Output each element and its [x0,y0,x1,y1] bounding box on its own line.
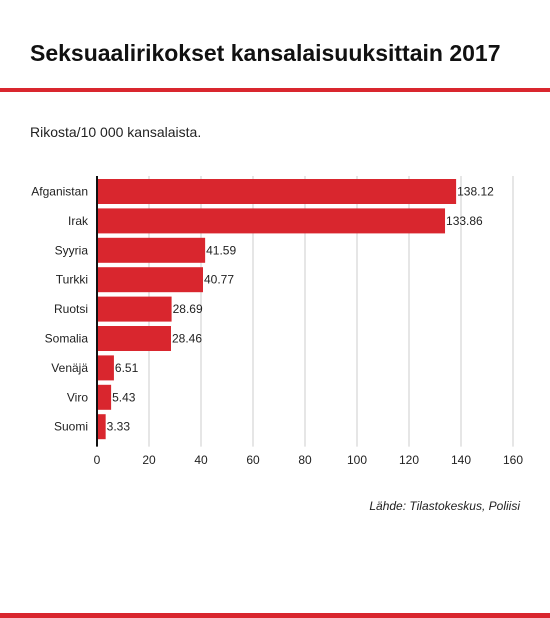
labels: 0 20 40 60 80 100 120 140 160 Afganistan 138.12 Ira… [31,185,523,468]
value-label: 138.12 [457,185,494,199]
bar [97,326,171,351]
category-label: Turkki [56,273,88,287]
category-label: Venäjä [51,361,88,375]
header-divider [0,88,550,92]
value-label: 28.69 [173,302,203,316]
x-tick-label: 80 [298,453,312,467]
x-tick-label: 40 [194,453,208,467]
x-tick-label: 140 [451,453,471,467]
x-tick-label: 100 [347,453,367,467]
x-tick-label: 120 [399,453,419,467]
bar [97,296,172,322]
x-tick-label: 0 [94,453,101,467]
category-label: Suomi [54,420,88,434]
category-label: Somalia [45,332,89,346]
value-label: 3.33 [107,420,131,434]
x-tick-label: 160 [503,453,523,467]
bar [97,179,457,204]
value-label: 28.46 [172,332,202,346]
chart-title: Seksuaalirikokset kansalaisuuksittain 20… [30,40,501,66]
category-label: Afganistan [31,185,88,199]
value-label: 40.77 [204,273,234,287]
category-label: Syyria [55,243,89,257]
source-note: Lähde: Tilastokeskus, Poliisi [369,499,520,513]
bar [97,267,204,293]
value-label: 41.59 [206,243,236,257]
bar [97,384,112,410]
category-label: Ruotsi [54,302,88,316]
bar [97,414,106,440]
bars [97,179,457,440]
x-tick-label: 20 [142,453,156,467]
value-label: 6.51 [115,361,139,375]
category-label: Viro [67,390,88,404]
value-label: 5.43 [112,390,136,404]
value-label: 133.86 [446,214,483,228]
x-tick-label: 60 [246,453,260,467]
chart-subtitle: Rikosta/10 000 kansalaista. [30,124,202,140]
bar [97,355,114,381]
category-label: Irak [68,214,89,228]
bar [97,237,206,263]
bar [97,208,446,234]
footer-divider [0,613,550,618]
